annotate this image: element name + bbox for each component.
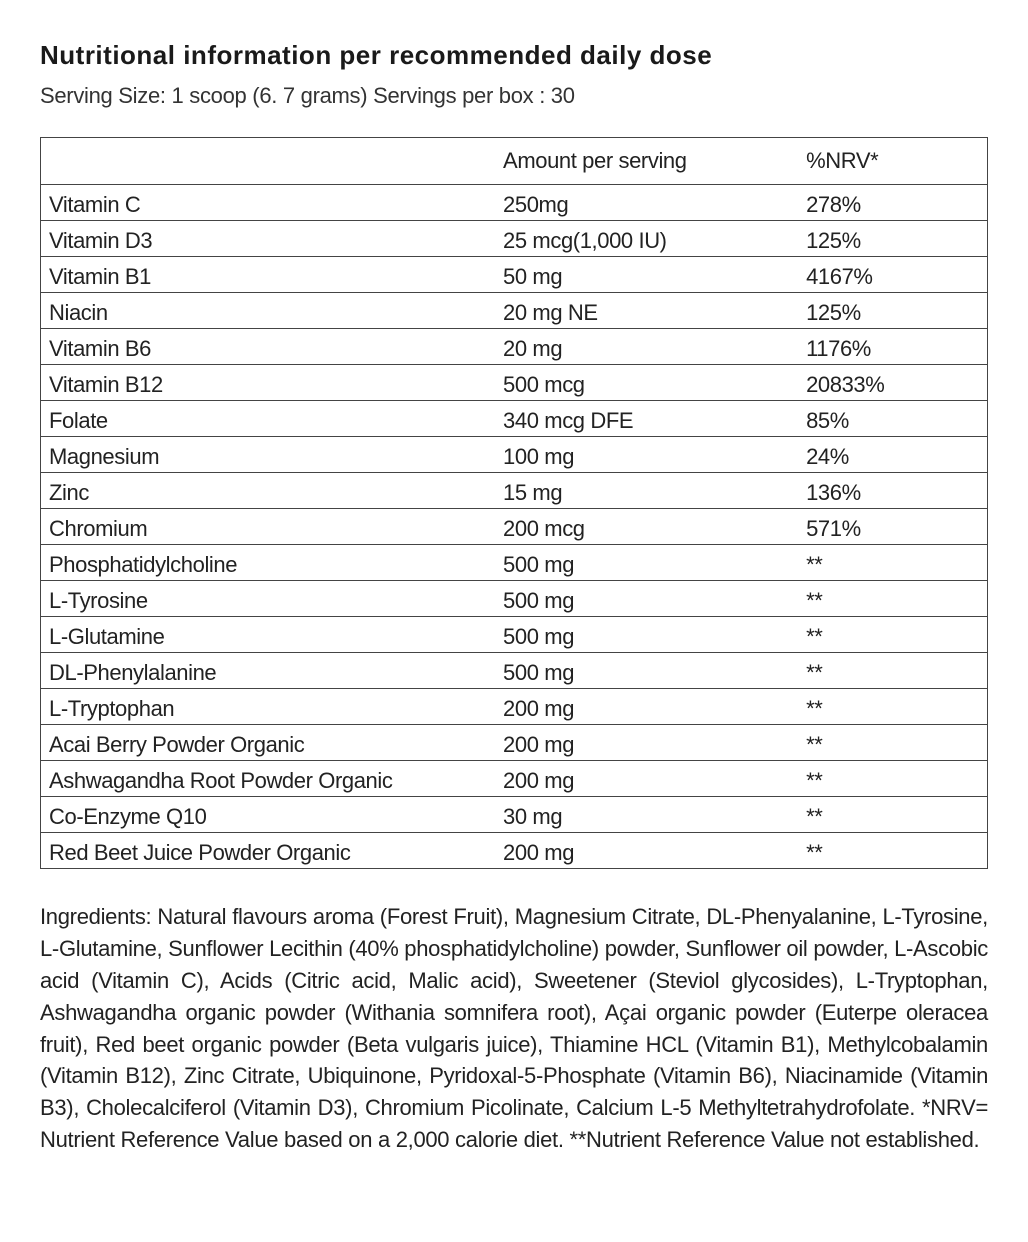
nutrient-name: L-Tryptophan: [41, 689, 496, 725]
nutrient-nrv: **: [798, 761, 987, 797]
col-header-amount: Amount per serving: [495, 138, 798, 185]
ingredients-paragraph: Ingredients: Natural flavours aroma (For…: [40, 901, 988, 1156]
table-row: Vitamin B150 mg4167%: [41, 257, 988, 293]
table-row: L-Tyrosine500 mg**: [41, 581, 988, 617]
nutrient-amount: 500 mg: [495, 653, 798, 689]
table-row: Red Beet Juice Powder Organic200 mg**: [41, 833, 988, 869]
table-row: Magnesium100 mg24%: [41, 437, 988, 473]
nutrient-nrv: 85%: [798, 401, 987, 437]
nutrient-name: Niacin: [41, 293, 496, 329]
nutrient-name: Magnesium: [41, 437, 496, 473]
nutrient-name: Vitamin B6: [41, 329, 496, 365]
table-row: Niacin20 mg NE125%: [41, 293, 988, 329]
nutrient-nrv: 1176%: [798, 329, 987, 365]
nutrient-name: Vitamin B12: [41, 365, 496, 401]
nutrient-nrv: 24%: [798, 437, 987, 473]
nutrient-amount: 25 mcg(1,000 IU): [495, 221, 798, 257]
table-row: Acai Berry Powder Organic200 mg**: [41, 725, 988, 761]
col-header-name: [41, 138, 496, 185]
table-row: DL-Phenylalanine500 mg**: [41, 653, 988, 689]
nutrient-nrv: 125%: [798, 293, 987, 329]
nutrient-amount: 340 mcg DFE: [495, 401, 798, 437]
nutrient-nrv: **: [798, 725, 987, 761]
nutrient-nrv: **: [798, 545, 987, 581]
nutrient-name: Red Beet Juice Powder Organic: [41, 833, 496, 869]
nutrient-amount: 200 mg: [495, 689, 798, 725]
nutrient-nrv: **: [798, 617, 987, 653]
nutrient-name: Co-Enzyme Q10: [41, 797, 496, 833]
nutrient-amount: 250mg: [495, 185, 798, 221]
nutrient-nrv: **: [798, 689, 987, 725]
nutrient-name: Chromium: [41, 509, 496, 545]
nutrient-name: Zinc: [41, 473, 496, 509]
nutrient-amount: 50 mg: [495, 257, 798, 293]
nutrient-name: L-Glutamine: [41, 617, 496, 653]
nutrient-name: Vitamin D3: [41, 221, 496, 257]
nutrient-nrv: 4167%: [798, 257, 987, 293]
nutrient-name: Phosphatidylcholine: [41, 545, 496, 581]
table-row: L-Tryptophan200 mg**: [41, 689, 988, 725]
nutrient-amount: 200 mg: [495, 725, 798, 761]
nutrient-nrv: **: [798, 581, 987, 617]
nutrient-amount: 30 mg: [495, 797, 798, 833]
table-row: Zinc15 mg136%: [41, 473, 988, 509]
nutrient-nrv: **: [798, 653, 987, 689]
nutrient-name: L-Tyrosine: [41, 581, 496, 617]
nutrient-name: Folate: [41, 401, 496, 437]
table-row: Vitamin C250mg278%: [41, 185, 988, 221]
nutrient-nrv: **: [798, 797, 987, 833]
nutrient-amount: 100 mg: [495, 437, 798, 473]
nutrient-nrv: 278%: [798, 185, 987, 221]
nutrient-amount: 500 mg: [495, 545, 798, 581]
table-row: Ashwagandha Root Powder Organic200 mg**: [41, 761, 988, 797]
nutrition-table: Amount per serving %NRV* Vitamin C250mg2…: [40, 137, 988, 869]
nutrient-nrv: 20833%: [798, 365, 987, 401]
nutrient-amount: 200 mg: [495, 761, 798, 797]
table-row: L-Glutamine500 mg**: [41, 617, 988, 653]
table-row: Phosphatidylcholine500 mg**: [41, 545, 988, 581]
serving-size-line: Serving Size: 1 scoop (6. 7 grams) Servi…: [40, 83, 988, 109]
nutrient-nrv: 125%: [798, 221, 987, 257]
table-row: Vitamin D325 mcg(1,000 IU)125%: [41, 221, 988, 257]
nutrient-name: Vitamin B1: [41, 257, 496, 293]
nutrient-nrv: **: [798, 833, 987, 869]
nutrient-nrv: 571%: [798, 509, 987, 545]
page-title: Nutritional information per recommended …: [40, 40, 988, 71]
nutrient-amount: 15 mg: [495, 473, 798, 509]
nutrient-amount: 500 mg: [495, 617, 798, 653]
table-row: Chromium200 mcg571%: [41, 509, 988, 545]
col-header-nrv: %NRV*: [798, 138, 987, 185]
nutrient-amount: 500 mg: [495, 581, 798, 617]
nutrient-amount: 200 mcg: [495, 509, 798, 545]
table-row: Vitamin B12500 mcg20833%: [41, 365, 988, 401]
nutrient-name: Acai Berry Powder Organic: [41, 725, 496, 761]
nutrient-amount: 200 mg: [495, 833, 798, 869]
nutrient-name: Vitamin C: [41, 185, 496, 221]
table-row: Vitamin B620 mg1176%: [41, 329, 988, 365]
table-row: Co-Enzyme Q1030 mg**: [41, 797, 988, 833]
nutrient-name: DL-Phenylalanine: [41, 653, 496, 689]
nutrient-amount: 20 mg NE: [495, 293, 798, 329]
nutrient-nrv: 136%: [798, 473, 987, 509]
table-row: Folate340 mcg DFE85%: [41, 401, 988, 437]
table-header-row: Amount per serving %NRV*: [41, 138, 988, 185]
nutrient-amount: 20 mg: [495, 329, 798, 365]
nutrient-amount: 500 mcg: [495, 365, 798, 401]
nutrient-name: Ashwagandha Root Powder Organic: [41, 761, 496, 797]
